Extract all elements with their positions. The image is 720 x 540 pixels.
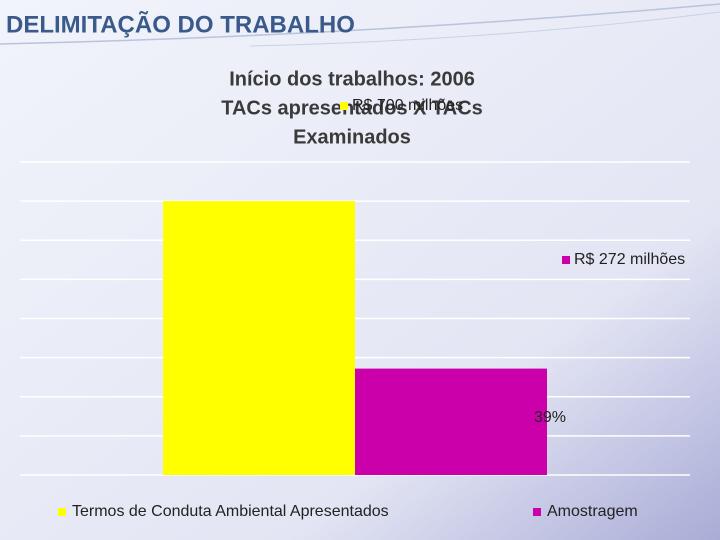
legend-key bbox=[533, 508, 541, 516]
chart-title: TACs apresentados X TACs bbox=[221, 97, 483, 119]
value-label-key bbox=[340, 102, 348, 110]
bar bbox=[355, 368, 547, 475]
chart-title: Examinados bbox=[293, 126, 411, 148]
annotation: 39% bbox=[534, 409, 566, 426]
header-swoosh bbox=[0, 3, 720, 45]
value-label: R$ 272 milhões bbox=[574, 251, 685, 268]
value-label: R$ 700 milhões bbox=[352, 97, 463, 114]
bar bbox=[163, 201, 355, 475]
legend-label: Termos de Conduta Ambiental Apresentados bbox=[72, 503, 389, 520]
legend-key bbox=[58, 508, 66, 516]
header-swoosh bbox=[249, 11, 720, 47]
chart-title: Início dos trabalhos: 2006 bbox=[229, 68, 475, 90]
legend-label: Amostragem bbox=[547, 503, 638, 520]
value-label-key bbox=[562, 256, 570, 264]
slide-title: DELIMITAÇÃO DO TRABALHO bbox=[6, 10, 355, 38]
